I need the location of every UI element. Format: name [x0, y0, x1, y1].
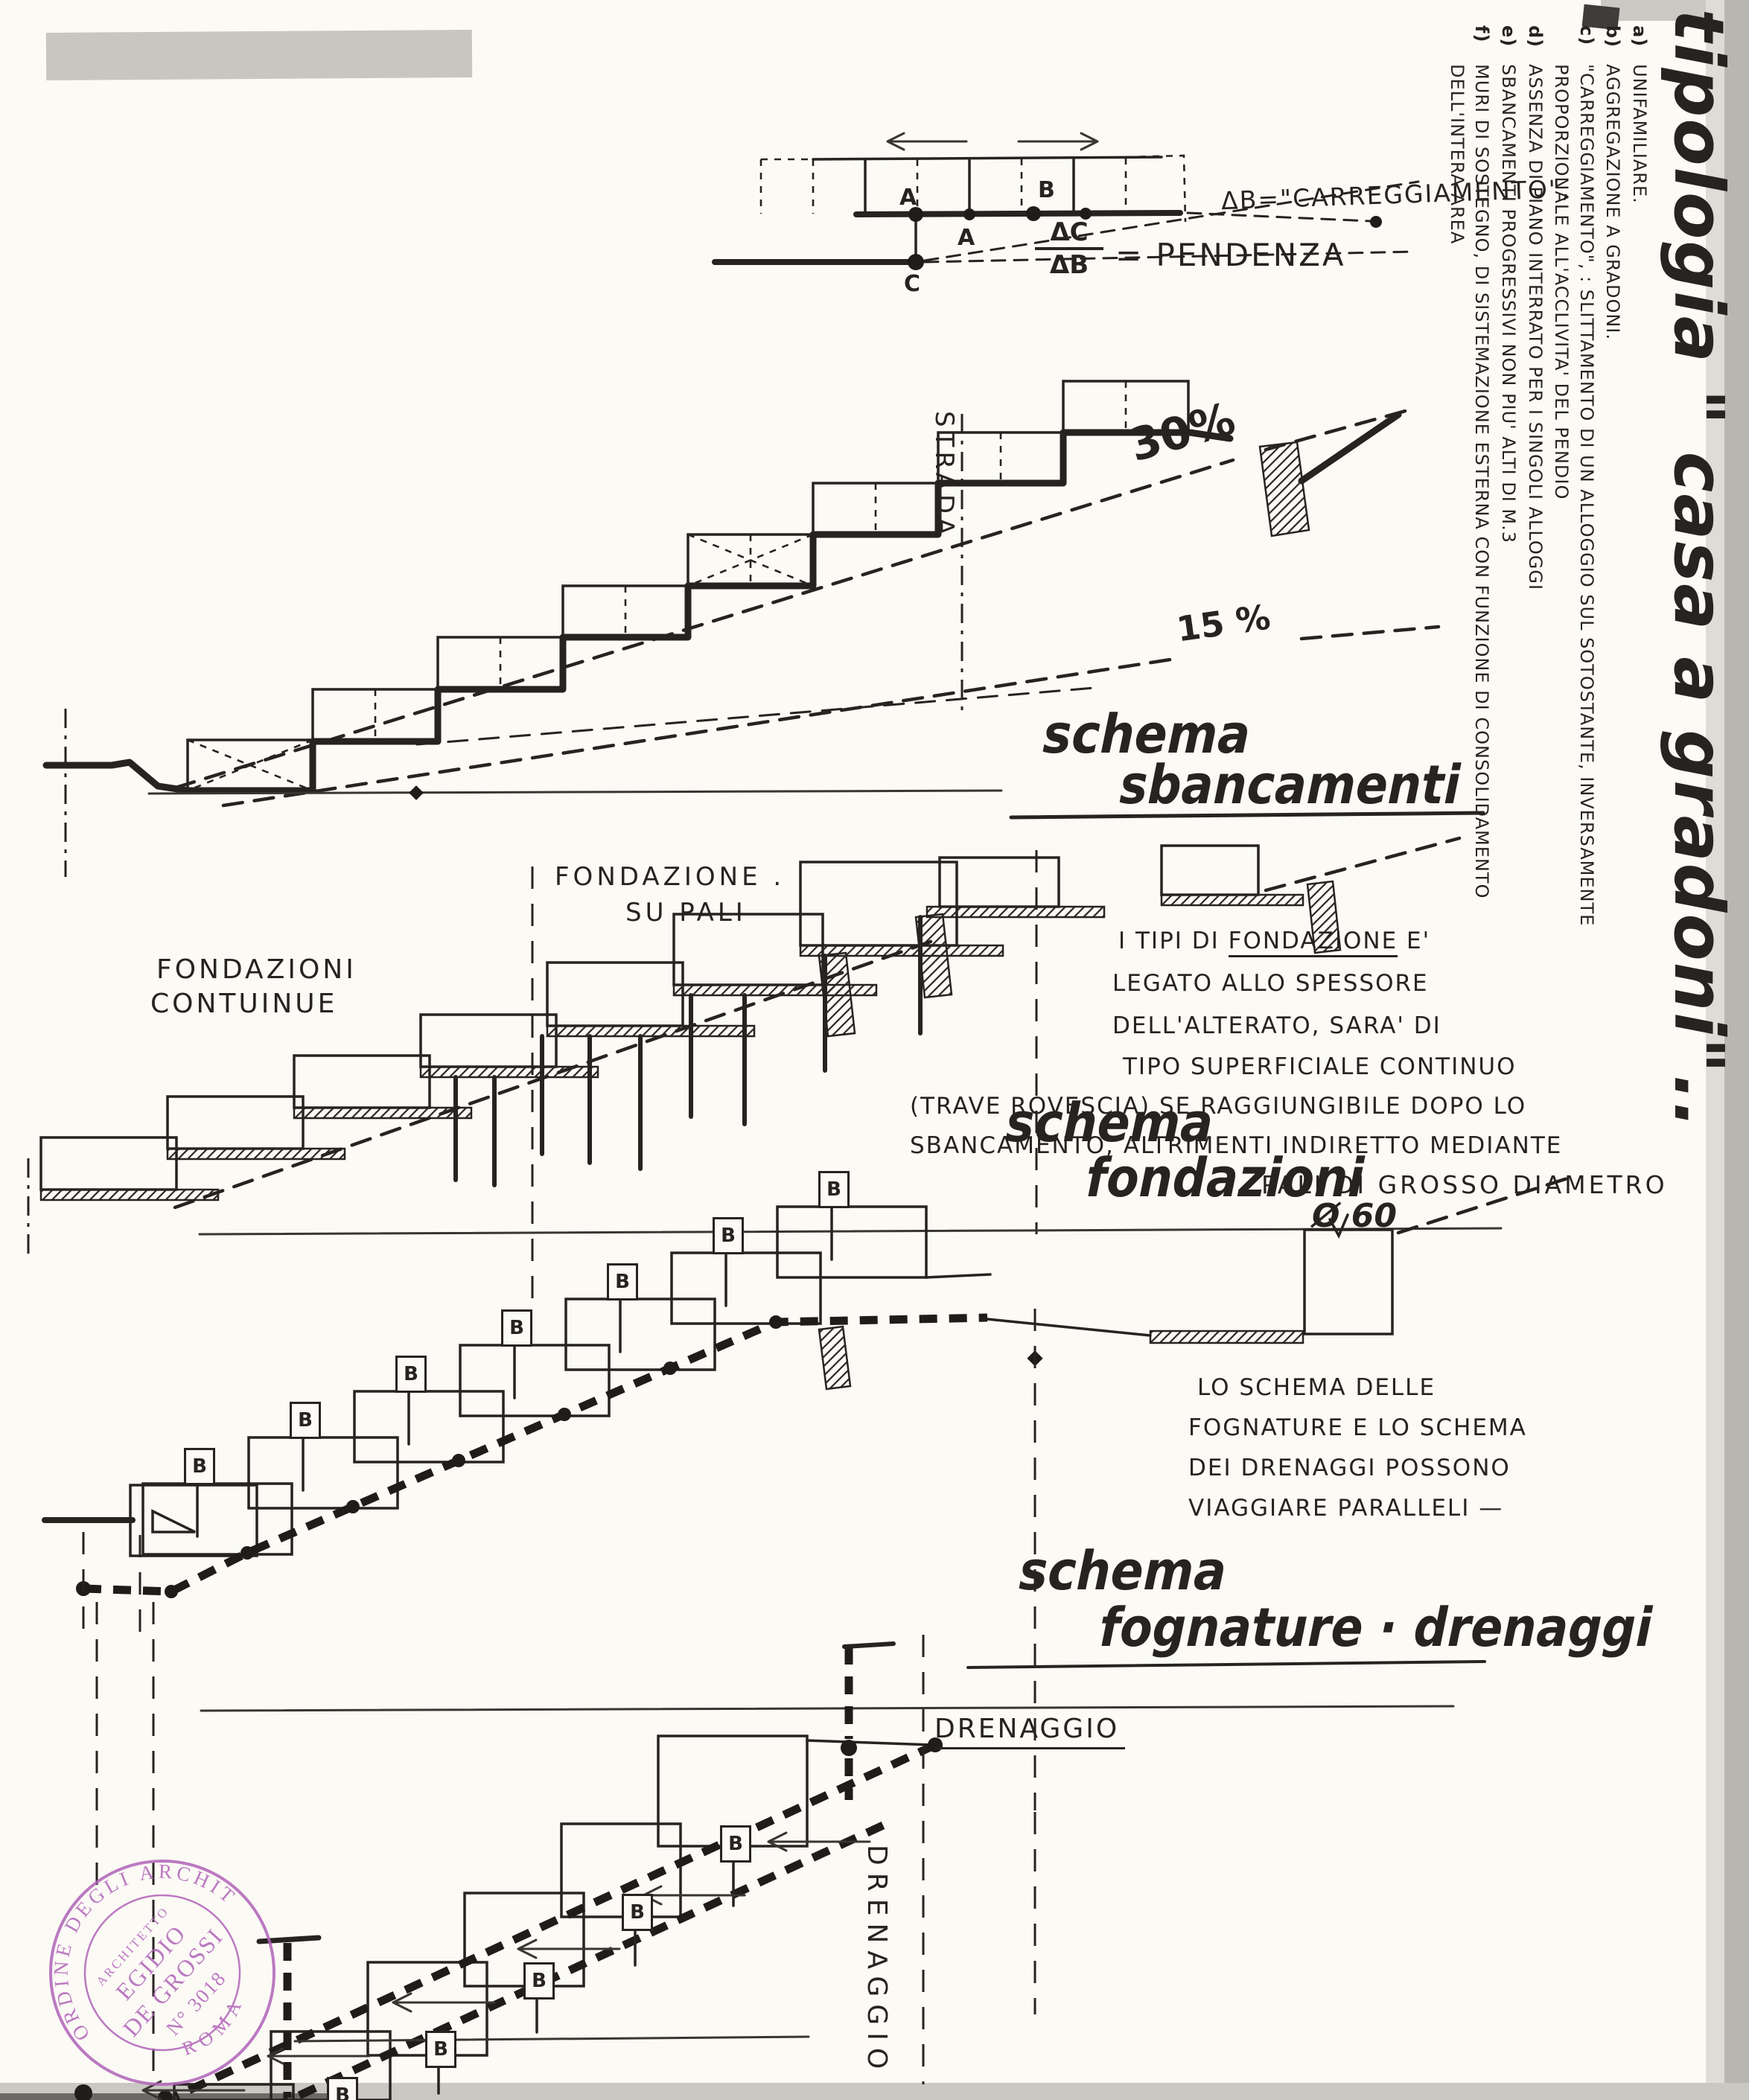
fondazioni-note-line4: TIPO SUPERFICIALE CONTINUO [1123, 1053, 1517, 1080]
drain-flag: B [720, 1825, 751, 1863]
drain-flag: B [290, 1402, 321, 1439]
fondazioni-title-line1: schema [1004, 1091, 1214, 1154]
pendenza-label: = PENDENZA [1115, 237, 1346, 273]
note-key: e) [1498, 25, 1520, 48]
note-item-b: b) AGGREGAZIONE A GRADONI. [1600, 25, 1625, 1015]
note-line1-b-underlined: FONDAZIONE [1228, 928, 1398, 957]
fraction-denominator: ΔB [1035, 247, 1103, 280]
fondazioni-note-line6: SBANCAMENTO, ALTRIMENTI INDIRETTO MEDIAN… [910, 1132, 1563, 1159]
fognature-title-line1: schema [1018, 1539, 1228, 1602]
point-a2-label: A [958, 225, 975, 251]
page-title: tipologia " casa a gradoni".. [1659, 9, 1739, 1130]
fondazioni-note-line7: PALI DI GROSSO DIAMETRO [1261, 1170, 1668, 1199]
drain-flag: B [327, 2077, 358, 2100]
drain-flag: B [523, 1962, 555, 2000]
section-sbancamenti-drawing [42, 380, 1485, 877]
note-key: f) [1471, 25, 1493, 43]
fognature-title-line2: fognature · drenaggi [1098, 1596, 1653, 1659]
drenaggio-label: DRENAGGIO [934, 1714, 1126, 1749]
fondazione-su-pali-label-2: SU PALI [625, 898, 747, 928]
drain-flag: B [184, 1448, 215, 1485]
drenaggio-vertical-label: DRENAGGIO [861, 1845, 892, 2077]
fraction-numerator: ΔC [1050, 217, 1089, 247]
note-key: c) [1576, 25, 1597, 46]
strada-label: STRADA [929, 411, 959, 540]
drain-flag: B [622, 1894, 653, 1931]
drain-flag: B [425, 2031, 456, 2068]
note-text: AGGREGAZIONE A GRADONI. [1602, 64, 1624, 340]
note-line1-a: I TIPI DI [1118, 928, 1229, 954]
note-text: UNIFAMILIARE. [1629, 64, 1650, 204]
note-item-f: f) MURI DI SOSTEGNO, DI SISTEMAZIONE EST… [1444, 25, 1494, 1015]
section-fognature-drawing [42, 1175, 1572, 1810]
note-line1-c: E' [1398, 928, 1431, 954]
fondazione-su-pali-label-1: FONDAZIONE . [555, 862, 786, 892]
fondazioni-continue-label-2: CONTUINUE [150, 989, 338, 1019]
drain-flag: B [395, 1356, 427, 1393]
drain-flag: B [501, 1309, 532, 1347]
note-text: SBANCAMENTI PROGRESSIVI NON PIU' ALTI DI… [1498, 64, 1520, 543]
section-fondazioni-drawing [27, 836, 1503, 1300]
sbancamenti-title-line2: sbancamenti [1118, 753, 1462, 816]
fognature-note-line3: DEI DRENAGGI POSSONO [1188, 1455, 1511, 1481]
note-key: b) [1602, 25, 1624, 48]
point-a-label: A [899, 185, 917, 211]
scan-strip-right [1724, 0, 1749, 2100]
fognature-note-line1: LO SCHEMA DELLE [1197, 1374, 1436, 1401]
fondazioni-note-line1: I TIPI DI FONDAZIONE E' [1118, 928, 1431, 957]
point-b-label: B [1038, 177, 1055, 203]
fognature-note-line2: FOGNATURE E LO SCHEMA [1188, 1414, 1527, 1441]
fondazioni-note-line3: DELL'ALTERATO, SARA' DI [1112, 1012, 1441, 1039]
point-c-label: C [904, 271, 921, 297]
note-key: d) [1524, 25, 1546, 48]
drain-flag: B [713, 1217, 744, 1254]
fognature-note-line4: VIAGGIARE PARALLELI — [1188, 1495, 1504, 1522]
note-text: ASSENZA DI PIANO INTERRATO PER I SINGOLI… [1524, 64, 1546, 591]
note-text: "CARREGGIAMENTO", : SLITTAMENTO DI UN AL… [1551, 64, 1597, 927]
drain-flag: B [607, 1263, 638, 1300]
margin-notes: a) UNIFAMILIARE. b) AGGREGAZIONE A GRADO… [1383, 25, 1651, 1015]
fondazioni-note-line2: LEGATO ALLO SPESSORE [1112, 970, 1429, 997]
note-item-d: d) ASSENZA DI PIANO INTERRATO PER I SING… [1522, 25, 1547, 1015]
fondazioni-note-line5: (TRAVE ROVESCIA) SE RAGGIUNGIBILE DOPO L… [910, 1093, 1527, 1120]
pendenza-diagram [712, 132, 1420, 270]
note-item-e: e) SBANCAMENTI PROGRESSIVI NON PIU' ALTI… [1495, 25, 1520, 1015]
note-item-a: a) UNIFAMILIARE. [1626, 25, 1651, 1015]
note-key: a) [1629, 25, 1650, 48]
pile-diameter-label: Ø 60 [1312, 1197, 1397, 1235]
pendenza-fraction: ΔC ΔB [1035, 217, 1103, 280]
drain-flag: B [818, 1171, 850, 1208]
fondazioni-title-line2: fondazioni [1085, 1146, 1366, 1209]
scan-strip-right-soft [1706, 0, 1724, 2100]
fondazioni-continue-label-1: FONDAZIONI [156, 954, 357, 985]
